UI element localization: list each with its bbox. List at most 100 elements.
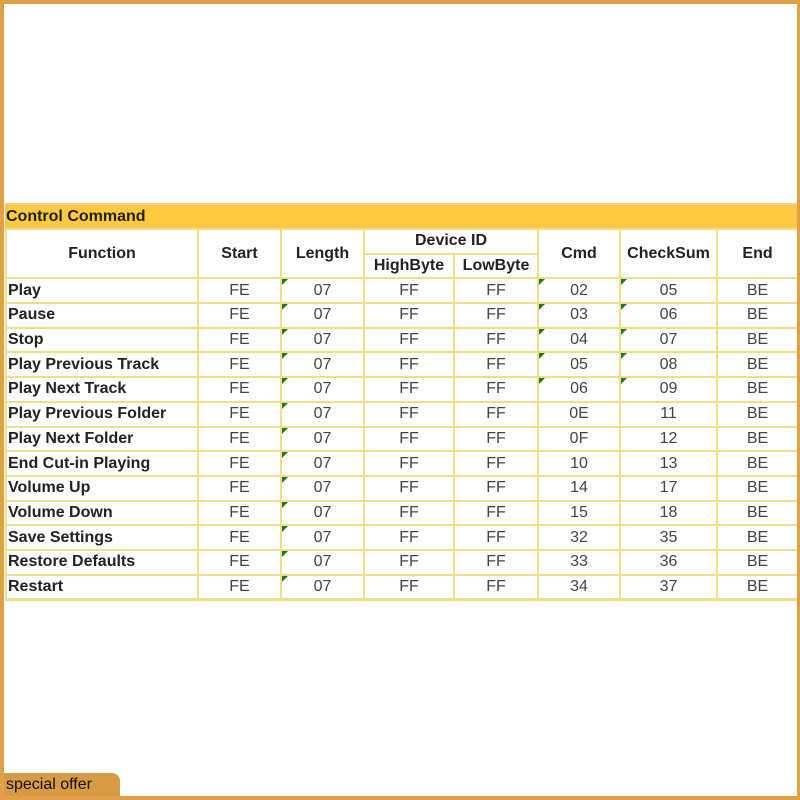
cell-function[interactable]: Play Previous Folder bbox=[5, 400, 199, 428]
cell-end[interactable]: BE bbox=[716, 548, 800, 576]
cell-function[interactable]: Volume Down bbox=[5, 499, 199, 527]
cell-end[interactable]: BE bbox=[716, 425, 800, 453]
cell-start[interactable]: FE bbox=[197, 277, 282, 305]
cell-cmd[interactable]: 0F bbox=[537, 425, 622, 453]
cell-low[interactable]: FF bbox=[452, 302, 540, 329]
cell-high[interactable]: FF bbox=[363, 351, 455, 379]
cell-low[interactable]: FF bbox=[452, 474, 540, 502]
cell-start[interactable]: FE bbox=[197, 524, 282, 551]
cell-low[interactable]: FF bbox=[452, 573, 540, 602]
cell-end[interactable]: BE bbox=[716, 474, 800, 502]
cell-end[interactable]: BE bbox=[716, 400, 800, 428]
cell-function[interactable]: Play Next Track bbox=[5, 376, 199, 403]
cell-length[interactable]: 07 bbox=[280, 450, 365, 477]
cell-checksum[interactable]: 17 bbox=[619, 474, 719, 502]
cell-low[interactable]: FF bbox=[452, 499, 540, 527]
cell-function[interactable]: End Cut-in Playing bbox=[5, 450, 199, 477]
cell-start[interactable]: FE bbox=[197, 326, 282, 354]
cell-length[interactable]: 07 bbox=[280, 400, 365, 428]
cell-low[interactable]: FF bbox=[452, 376, 540, 403]
cell-end[interactable]: BE bbox=[716, 351, 800, 379]
cell-cmd[interactable]: 06 bbox=[537, 376, 622, 403]
cell-length[interactable]: 07 bbox=[280, 573, 365, 602]
cell-checksum[interactable]: 12 bbox=[619, 425, 719, 453]
cell-end[interactable]: BE bbox=[716, 326, 800, 354]
cell-high[interactable]: FF bbox=[363, 548, 455, 576]
cell-low[interactable]: FF bbox=[452, 400, 540, 428]
cell-high[interactable]: FF bbox=[363, 326, 455, 354]
cell-length[interactable]: 07 bbox=[280, 302, 365, 329]
cell-length[interactable]: 07 bbox=[280, 499, 365, 527]
cell-start[interactable]: FE bbox=[197, 573, 282, 602]
cell-end[interactable]: BE bbox=[716, 277, 800, 305]
cell-cmd[interactable]: 33 bbox=[537, 548, 622, 576]
cell-function[interactable]: Play Previous Track bbox=[5, 351, 199, 379]
cell-high[interactable]: FF bbox=[363, 425, 455, 453]
cell-low[interactable]: FF bbox=[452, 548, 540, 576]
cell-cmd[interactable]: 03 bbox=[537, 302, 622, 329]
cell-low[interactable]: FF bbox=[452, 277, 540, 305]
cell-cmd[interactable]: 02 bbox=[537, 277, 622, 305]
cell-end[interactable]: BE bbox=[716, 376, 800, 403]
cell-start[interactable]: FE bbox=[197, 474, 282, 502]
cell-checksum[interactable]: 07 bbox=[619, 326, 719, 354]
cell-function[interactable]: Pause bbox=[5, 302, 199, 329]
cell-high[interactable]: FF bbox=[363, 302, 455, 329]
cell-end[interactable]: BE bbox=[716, 450, 800, 477]
cell-checksum[interactable]: 37 bbox=[619, 573, 719, 602]
cell-length[interactable]: 07 bbox=[280, 351, 365, 379]
cell-checksum[interactable]: 09 bbox=[619, 376, 719, 403]
cell-length[interactable]: 07 bbox=[280, 277, 365, 305]
cell-length[interactable]: 07 bbox=[280, 474, 365, 502]
cell-length[interactable]: 07 bbox=[280, 548, 365, 576]
cell-checksum[interactable]: 11 bbox=[619, 400, 719, 428]
cell-low[interactable]: FF bbox=[452, 450, 540, 477]
cell-length[interactable]: 07 bbox=[280, 425, 365, 453]
cell-high[interactable]: FF bbox=[363, 400, 455, 428]
cell-low[interactable]: FF bbox=[452, 425, 540, 453]
cell-high[interactable]: FF bbox=[363, 524, 455, 551]
cell-function[interactable]: Save Settings bbox=[5, 524, 199, 551]
cell-start[interactable]: FE bbox=[197, 376, 282, 403]
cell-cmd[interactable]: 34 bbox=[537, 573, 622, 602]
cell-cmd[interactable]: 14 bbox=[537, 474, 622, 502]
cell-high[interactable]: FF bbox=[363, 450, 455, 477]
cell-end[interactable]: BE bbox=[716, 524, 800, 551]
cell-checksum[interactable]: 06 bbox=[619, 302, 719, 329]
cell-low[interactable]: FF bbox=[452, 326, 540, 354]
cell-start[interactable]: FE bbox=[197, 302, 282, 329]
cell-function[interactable]: Play Next Folder bbox=[5, 425, 199, 453]
cell-function[interactable]: Play bbox=[5, 277, 199, 305]
cell-start[interactable]: FE bbox=[197, 400, 282, 428]
cell-low[interactable]: FF bbox=[452, 524, 540, 551]
cell-high[interactable]: FF bbox=[363, 277, 455, 305]
cell-end[interactable]: BE bbox=[716, 573, 800, 602]
cell-high[interactable]: FF bbox=[363, 474, 455, 502]
cell-function[interactable]: Stop bbox=[5, 326, 199, 354]
cell-low[interactable]: FF bbox=[452, 351, 540, 379]
cell-high[interactable]: FF bbox=[363, 376, 455, 403]
cell-cmd[interactable]: 15 bbox=[537, 499, 622, 527]
cell-checksum[interactable]: 18 bbox=[619, 499, 719, 527]
cell-checksum[interactable]: 13 bbox=[619, 450, 719, 477]
cell-function[interactable]: Restore Defaults bbox=[5, 548, 199, 576]
cell-length[interactable]: 07 bbox=[280, 326, 365, 354]
cell-function[interactable]: Restart bbox=[5, 573, 199, 602]
cell-start[interactable]: FE bbox=[197, 450, 282, 477]
cell-start[interactable]: FE bbox=[197, 351, 282, 379]
cell-start[interactable]: FE bbox=[197, 499, 282, 527]
cell-start[interactable]: FE bbox=[197, 548, 282, 576]
cell-checksum[interactable]: 36 bbox=[619, 548, 719, 576]
cell-cmd[interactable]: 10 bbox=[537, 450, 622, 477]
cell-checksum[interactable]: 08 bbox=[619, 351, 719, 379]
cell-cmd[interactable]: 0E bbox=[537, 400, 622, 428]
cell-high[interactable]: FF bbox=[363, 499, 455, 527]
cell-cmd[interactable]: 32 bbox=[537, 524, 622, 551]
cell-end[interactable]: BE bbox=[716, 302, 800, 329]
cell-length[interactable]: 07 bbox=[280, 524, 365, 551]
cell-end[interactable]: BE bbox=[716, 499, 800, 527]
cell-checksum[interactable]: 35 bbox=[619, 524, 719, 551]
cell-cmd[interactable]: 04 bbox=[537, 326, 622, 354]
cell-high[interactable]: FF bbox=[363, 573, 455, 602]
cell-start[interactable]: FE bbox=[197, 425, 282, 453]
